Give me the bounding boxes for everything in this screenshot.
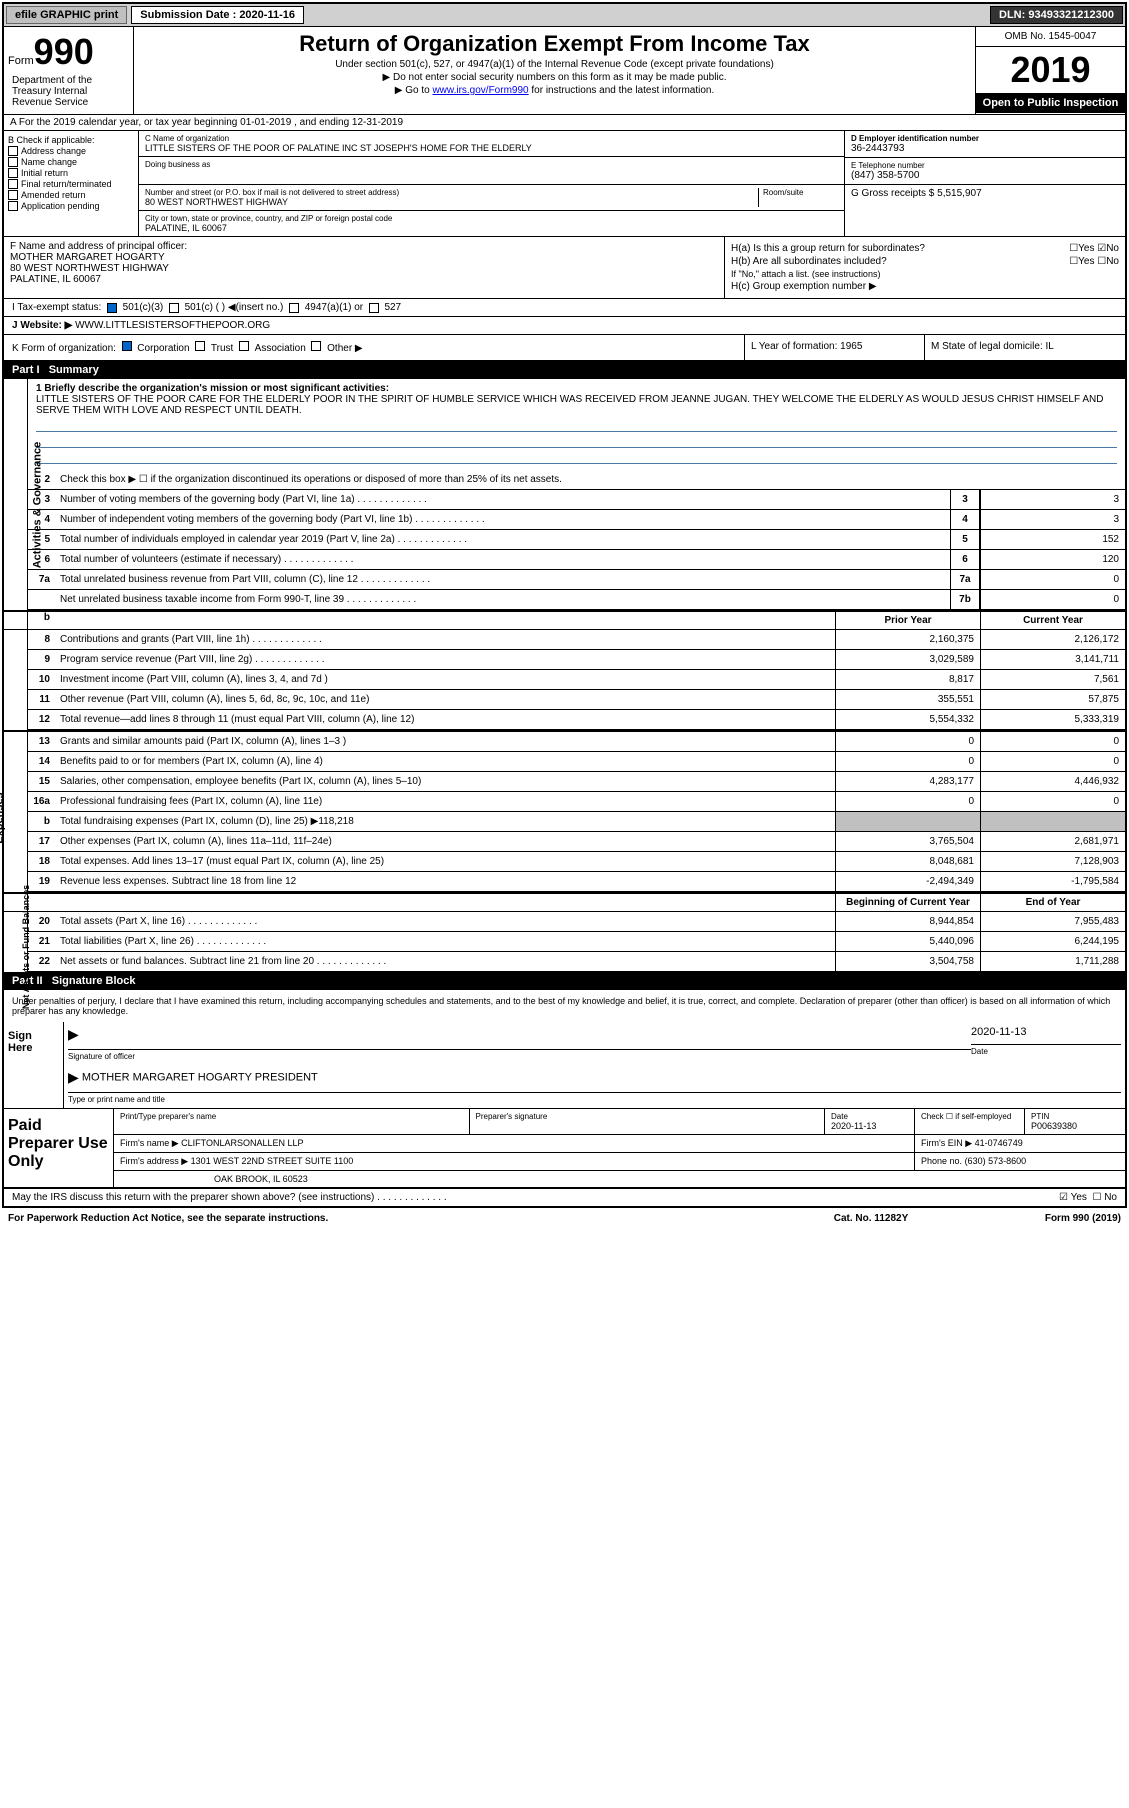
side-expenses: Expenses: [0, 792, 6, 843]
header-center: Return of Organization Exempt From Incom…: [134, 27, 975, 114]
form-number-box: Form990 Department of the Treasury Inter…: [4, 27, 134, 114]
header-row: Form990 Department of the Treasury Inter…: [4, 27, 1125, 115]
efile-label: efile GRAPHIC print: [6, 6, 127, 24]
chk-final[interactable]: [8, 179, 18, 189]
table-row: 17Other expenses (Part IX, column (A), l…: [28, 832, 1125, 852]
officer-name: MOTHER MARGARET HOGARTY: [10, 252, 718, 263]
phone-value: (847) 358-5700: [851, 170, 1119, 181]
col-h-group: H(a) Is this a group return for subordin…: [725, 237, 1125, 298]
col-k-form-org: K Form of organization: Corporation Trus…: [4, 335, 745, 360]
topbar: efile GRAPHIC print Submission Date : 20…: [4, 4, 1125, 27]
form-prefix: Form: [8, 55, 34, 67]
submission-date: Submission Date : 2020-11-16: [131, 6, 304, 24]
row-i-exempt: I Tax-exempt status: 501(c)(3) 501(c) ( …: [4, 299, 1125, 317]
table-row: 15Salaries, other compensation, employee…: [28, 772, 1125, 792]
side-revenue: Revenue: [0, 663, 3, 709]
org-city: PALATINE, IL 60067: [145, 223, 838, 233]
table-row: 18Total expenses. Add lines 13–17 (must …: [28, 852, 1125, 872]
side-netassets: Net Assets or Fund Balances: [21, 885, 31, 1009]
open-public-badge: Open to Public Inspection: [976, 93, 1125, 113]
form-subtitle: Under section 501(c), 527, or 4947(a)(1)…: [142, 59, 967, 70]
chk-501c3[interactable]: [107, 303, 117, 313]
chk-address[interactable]: [8, 146, 18, 156]
part2-header: Part II Signature Block: [4, 972, 1125, 990]
table-row: 22Net assets or fund balances. Subtract …: [28, 952, 1125, 972]
form-number: 990: [34, 31, 94, 72]
mission-text: LITTLE SISTERS OF THE POOR CARE FOR THE …: [36, 394, 1117, 416]
col-f-officer: F Name and address of principal officer:…: [4, 237, 725, 298]
org-address: 80 WEST NORTHWEST HIGHWAY: [145, 197, 758, 207]
revenue-section: Revenue 8Contributions and grants (Part …: [4, 630, 1125, 730]
firm-name: CLIFTONLARSONALLEN LLP: [181, 1138, 303, 1148]
chk-initial[interactable]: [8, 168, 18, 178]
website-url: WWW.LITTLESISTERSOFTHEPOOR.ORG: [75, 320, 270, 331]
col-l-year: L Year of formation: 1965: [745, 335, 925, 360]
header-right: OMB No. 1545-0047 2019 Open to Public In…: [975, 27, 1125, 114]
table-row: bTotal fundraising expenses (Part IX, co…: [28, 812, 1125, 832]
arrow-icon: ▶: [68, 1069, 79, 1085]
table-row: 9Program service revenue (Part VIII, lin…: [28, 650, 1125, 670]
col-d-ein: D Employer identification number 36-2443…: [845, 131, 1125, 236]
row-fh: F Name and address of principal officer:…: [4, 237, 1125, 299]
sign-here-label: Sign Here: [4, 1022, 64, 1108]
table-row: 11Other revenue (Part VIII, column (A), …: [28, 690, 1125, 710]
arrow-icon: ▶: [68, 1026, 79, 1042]
chk-amended[interactable]: [8, 190, 18, 200]
expenses-section: Expenses 13Grants and similar amounts pa…: [4, 730, 1125, 892]
row-j-website: J Website: ▶ WWW.LITTLESISTERSOFTHEPOOR.…: [4, 317, 1125, 335]
row-bcd: B Check if applicable: Address change Na…: [4, 131, 1125, 237]
footer: For Paperwork Reduction Act Notice, see …: [0, 1210, 1129, 1227]
col-b-checkboxes: B Check if applicable: Address change Na…: [4, 131, 139, 236]
form-title: Return of Organization Exempt From Incom…: [142, 31, 967, 57]
omb-number: OMB No. 1545-0047: [976, 27, 1125, 47]
preparer-section: Paid Preparer Use Only Print/Type prepar…: [4, 1109, 1125, 1188]
chk-trust[interactable]: [195, 341, 205, 351]
part1-header: Part I Summary: [4, 361, 1125, 379]
chk-corp[interactable]: [122, 341, 132, 351]
discuss-row: May the IRS discuss this return with the…: [4, 1188, 1125, 1206]
preparer-label: Paid Preparer Use Only: [4, 1109, 114, 1187]
chk-pending[interactable]: [8, 201, 18, 211]
table-row: 10Investment income (Part VIII, column (…: [28, 670, 1125, 690]
form-990-page: efile GRAPHIC print Submission Date : 20…: [2, 2, 1127, 1208]
col-headers-pyc: b Prior Year Current Year: [4, 610, 1125, 630]
ein-value: 36-2443793: [851, 143, 1119, 154]
sig-declaration: Under penalties of perjury, I declare th…: [4, 990, 1125, 1022]
chk-501c[interactable]: [169, 303, 179, 313]
table-row: 16aProfessional fundraising fees (Part I…: [28, 792, 1125, 812]
chk-other[interactable]: [311, 341, 321, 351]
form-note2: ▶ Go to www.irs.gov/Form990 for instruct…: [142, 85, 967, 96]
table-row: 20Total assets (Part X, line 16)8,944,85…: [28, 912, 1125, 932]
form-note1: ▶ Do not enter social security numbers o…: [142, 72, 967, 83]
sign-here-row: Sign Here ▶ Signature of officer 2020-11…: [4, 1022, 1125, 1109]
table-row: 19Revenue less expenses. Subtract line 1…: [28, 872, 1125, 892]
section-a: A For the 2019 calendar year, or tax yea…: [4, 115, 1125, 131]
table-row: 13Grants and similar amounts paid (Part …: [28, 732, 1125, 752]
irs-link[interactable]: www.irs.gov/Form990: [432, 85, 528, 96]
gross-receipts: G Gross receipts $ 5,515,907: [851, 188, 1119, 199]
col-m-state: M State of legal domicile: IL: [925, 335, 1125, 360]
netassets-section: Net Assets or Fund Balances 20Total asse…: [4, 912, 1125, 972]
chk-4947[interactable]: [289, 303, 299, 313]
mission-box: 1 Briefly describe the organization's mi…: [28, 379, 1125, 470]
chk-527[interactable]: [369, 303, 379, 313]
activities-section: Activities & Governance 1 Briefly descri…: [4, 379, 1125, 610]
table-row: 8Contributions and grants (Part VIII, li…: [28, 630, 1125, 650]
table-row: 14Benefits paid to or for members (Part …: [28, 752, 1125, 772]
chk-name[interactable]: [8, 157, 18, 167]
tax-year: 2019: [976, 47, 1125, 93]
officer-signature-name: MOTHER MARGARET HOGARTY PRESIDENT: [82, 1071, 318, 1083]
table-row: 12Total revenue—add lines 8 through 11 (…: [28, 710, 1125, 730]
org-name: LITTLE SISTERS OF THE POOR OF PALATINE I…: [145, 143, 838, 153]
side-activities: Activities & Governance: [31, 442, 43, 569]
dln: DLN: 93493321212300: [990, 6, 1123, 24]
col-c-org-info: C Name of organization LITTLE SISTERS OF…: [139, 131, 845, 236]
col-headers-boc: Beginning of Current Year End of Year: [4, 892, 1125, 912]
dept-treasury: Department of the Treasury Internal Reve…: [8, 73, 129, 110]
table-row: 21Total liabilities (Part X, line 26)5,4…: [28, 932, 1125, 952]
row-klm: K Form of organization: Corporation Trus…: [4, 335, 1125, 361]
chk-assoc[interactable]: [239, 341, 249, 351]
